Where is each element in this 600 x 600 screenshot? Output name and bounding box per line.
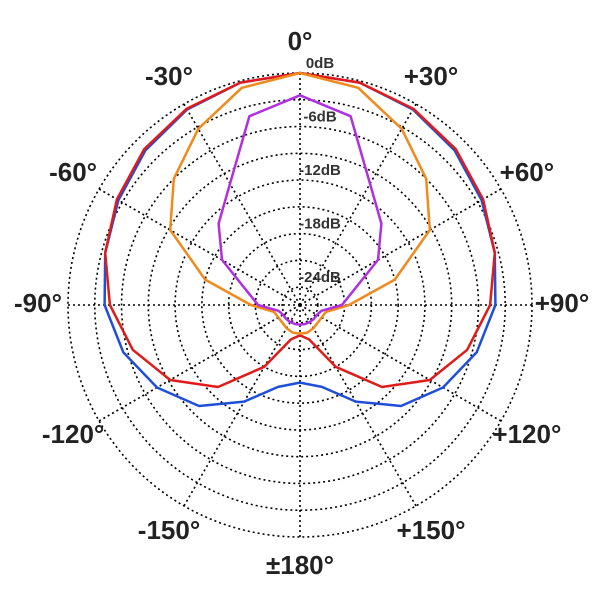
grid-spoke <box>183 103 301 306</box>
db-label: -18dB <box>299 216 341 233</box>
pattern-line <box>103 71 497 408</box>
angle-label: -90° <box>14 288 62 318</box>
grid-ring <box>174 179 426 431</box>
grid-ring <box>281 286 319 324</box>
angle-label: -120° <box>42 419 104 449</box>
db-label: 0dB <box>306 55 335 72</box>
angle-label: +120° <box>492 419 561 449</box>
angle-label: -60° <box>49 157 97 187</box>
grid-spoke <box>299 103 417 306</box>
grid-ring <box>254 259 346 351</box>
pattern-line <box>217 94 383 326</box>
pattern-line <box>168 71 432 335</box>
db-label: -6dB <box>303 109 337 126</box>
angle-label: +90° <box>535 288 590 318</box>
db-label: -24dB <box>299 269 341 286</box>
grid-spoke <box>299 304 417 507</box>
angle-label: -150° <box>138 515 200 545</box>
angle-label: +30° <box>404 61 459 91</box>
pattern-line <box>103 71 497 389</box>
grid-spoke <box>299 304 502 422</box>
angle-label: +60° <box>500 157 555 187</box>
angle-label: -30° <box>145 61 193 91</box>
grid-spoke <box>98 188 301 306</box>
grid-spoke <box>299 188 502 306</box>
angle-label: +150° <box>397 515 466 545</box>
angle-label: ±180° <box>266 550 334 580</box>
angle-label: 0° <box>288 26 313 56</box>
grid-spoke <box>98 304 301 422</box>
grid-ring <box>201 206 399 404</box>
db-label: -12dB <box>299 162 341 179</box>
grid-ring <box>120 125 480 485</box>
grid-spoke <box>183 304 301 507</box>
